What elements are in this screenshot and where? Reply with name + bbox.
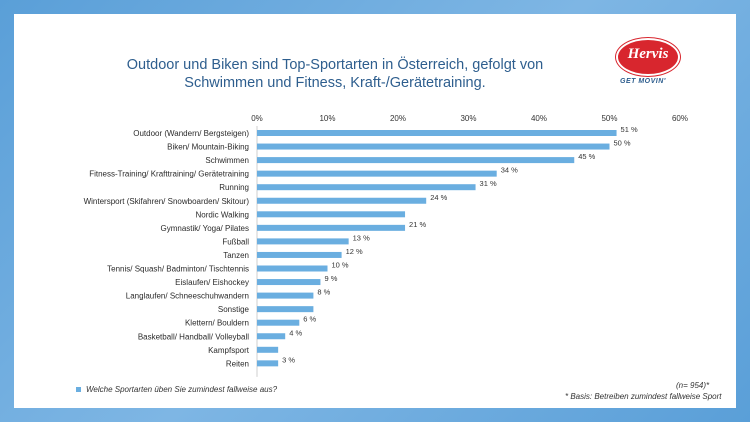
x-tick-label: 30% xyxy=(460,114,476,123)
bar xyxy=(257,157,575,164)
value-label: 9 % xyxy=(324,274,337,283)
x-tick-label: 10% xyxy=(319,114,335,123)
x-tick-label: 50% xyxy=(601,114,617,123)
bar xyxy=(257,360,279,367)
logo-oval xyxy=(616,38,680,76)
value-label: 8 % xyxy=(317,288,330,297)
bar xyxy=(257,333,286,340)
value-label: 21 % xyxy=(409,220,426,229)
bar xyxy=(257,319,300,326)
logo-brand: Hervis xyxy=(627,46,669,62)
hervis-logo: Hervis GET MOVIN' xyxy=(608,38,700,94)
value-label: 51 % xyxy=(621,125,638,134)
category-label: Nordic Walking xyxy=(196,210,250,219)
category-label: Fitness-Training/ Krafttraining/ Gerätet… xyxy=(89,170,249,179)
logo-tagline: GET MOVIN' xyxy=(620,78,666,85)
value-label: 24 % xyxy=(430,193,447,202)
category-label: Tennis/ Squash/ Badminton/ Tischtennis xyxy=(107,265,249,274)
value-label: 50 % xyxy=(614,139,631,148)
bar xyxy=(257,143,610,150)
category-label: Fußball xyxy=(222,237,249,246)
category-label: Gymnastik/ Yoga/ Pilates xyxy=(161,224,250,233)
category-label: Langlaufen/ Schneeschuhwandern xyxy=(126,292,249,301)
bar xyxy=(257,130,617,136)
value-label: 12 % xyxy=(346,247,363,256)
bar xyxy=(257,211,406,218)
bar xyxy=(257,197,427,204)
category-label: Biken/ Mountain-Biking xyxy=(167,143,249,152)
bar xyxy=(257,279,321,286)
category-label: Sonstige xyxy=(218,305,250,314)
slide xyxy=(14,14,736,408)
legend-label: Welche Sportarten üben Sie zumindest fal… xyxy=(86,385,278,394)
category-label: Basketball/ Handball/ Volleyball xyxy=(138,332,249,341)
x-tick-label: 60% xyxy=(672,114,688,123)
chart-title: Outdoor und Biken sind Top-Sportarten in… xyxy=(126,57,544,91)
category-label: Wintersport (Skifahren/ Snowboarden/ Ski… xyxy=(84,197,250,206)
category-label: Running xyxy=(219,183,249,192)
category-label: Outdoor (Wandern/ Bergsteigen) xyxy=(133,129,249,138)
x-tick-label: 20% xyxy=(390,114,406,123)
category-label: Kampfsport xyxy=(208,346,250,355)
value-label: 34 % xyxy=(501,166,518,175)
value-label: 13 % xyxy=(353,233,370,242)
category-label: Eislaufen/ Eishockey xyxy=(175,278,249,287)
value-label: 45 % xyxy=(578,152,595,161)
x-tick-label: 40% xyxy=(531,114,547,123)
x-tick-label: 0% xyxy=(251,114,263,123)
bar xyxy=(257,170,497,177)
bar xyxy=(257,306,314,313)
bar xyxy=(257,184,476,191)
bar xyxy=(257,292,314,299)
legend-swatch xyxy=(76,387,81,392)
basis-note: * Basis: Betreiben zumindest fallweise S… xyxy=(565,392,722,401)
value-label: 6 % xyxy=(303,315,316,324)
value-label: 4 % xyxy=(289,328,302,337)
bar xyxy=(257,251,342,258)
bar xyxy=(257,224,406,231)
legend: Welche Sportarten üben Sie zumindest fal… xyxy=(76,385,277,394)
bar xyxy=(257,238,349,245)
value-label: 10 % xyxy=(332,261,349,270)
category-label: Klettern/ Bouldern xyxy=(185,319,249,328)
value-label: 31 % xyxy=(480,179,497,188)
category-label: Tanzen xyxy=(223,251,249,260)
value-label: 3 % xyxy=(282,355,295,364)
bar xyxy=(257,265,328,272)
category-label: Reiten xyxy=(226,359,249,368)
category-label: Schwimmen xyxy=(205,156,249,165)
sample-size-note: (n= 954)* xyxy=(676,381,710,390)
bar xyxy=(257,346,279,353)
